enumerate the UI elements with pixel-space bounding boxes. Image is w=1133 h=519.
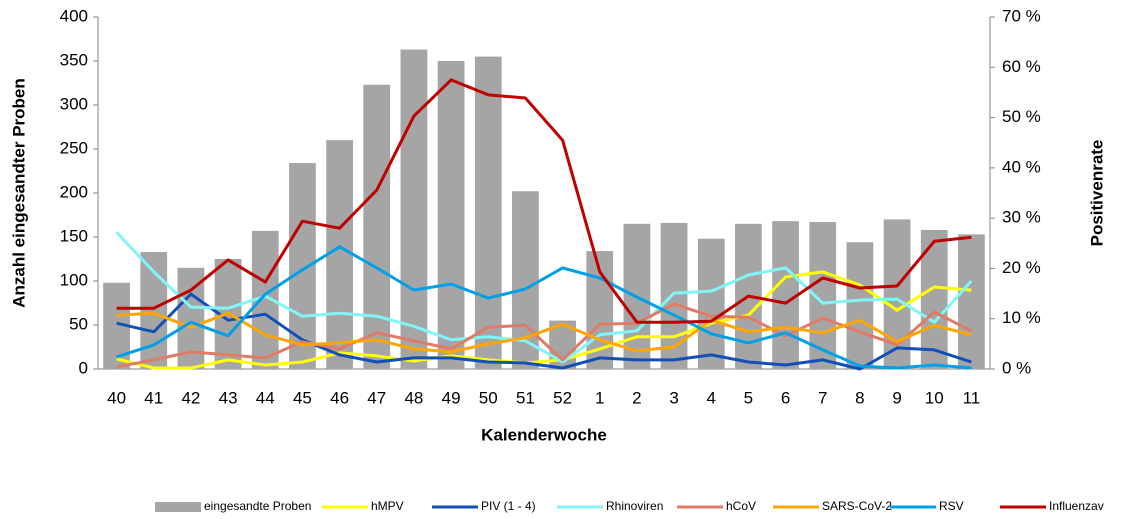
y-tick-label: 400 [60, 6, 88, 25]
y2-tick-label: 20 % [1002, 258, 1041, 277]
bar [363, 84, 391, 369]
bar [140, 251, 168, 369]
bar [326, 140, 353, 369]
line [116, 270, 972, 370]
x-tick-label: 9 [892, 388, 901, 407]
x-tick-label: 8 [855, 388, 864, 407]
x-tick-label: 45 [293, 388, 312, 407]
y-tick-label: 0 [79, 358, 88, 377]
x-tick-label: 6 [781, 388, 790, 407]
y-tick-label: 50 [69, 314, 88, 333]
bar [437, 61, 465, 369]
x-tick-label: 11 [963, 388, 981, 407]
line [116, 302, 973, 369]
x-tick-label: 4 [707, 388, 716, 407]
line [115, 231, 973, 364]
x-tick-label: 3 [669, 388, 678, 407]
x-tick-label: 10 [925, 388, 944, 407]
y2-tick-label: 0 % [1002, 358, 1031, 377]
bar [772, 221, 799, 369]
x-tick-label: 47 [367, 388, 386, 407]
x-tick-label: 48 [404, 388, 423, 407]
legend-swatch [155, 502, 201, 512]
y-tick-label: 350 [60, 50, 88, 69]
bar [697, 238, 725, 369]
x-tick-label: 44 [256, 388, 275, 407]
x-tick-label: 50 [479, 388, 498, 407]
line [116, 245, 972, 370]
y-tick-label: 200 [60, 182, 88, 201]
legend-label: eingesandte Proben [204, 499, 311, 513]
x-axis-label: Kalenderwoche [481, 425, 607, 444]
y-tick-label: 150 [60, 226, 88, 245]
x-tick-label: 2 [632, 388, 641, 407]
x-tick-label: 51 [516, 388, 535, 407]
legend-label: RSV [939, 499, 964, 513]
bar [846, 242, 874, 369]
y2-tick-label: 40 % [1002, 157, 1041, 176]
y2-tick-label: 60 % [1002, 57, 1041, 76]
legend-label: SARS-CoV-2 [822, 499, 892, 513]
legend-label: Rhinoviren [606, 499, 663, 513]
line [116, 78, 972, 324]
x-tick-label: 40 [107, 388, 126, 407]
y2-axis-label: Positivenrate [1087, 140, 1106, 247]
x-tick-label: 7 [818, 388, 827, 407]
y2-tick-label: 50 % [1002, 107, 1041, 126]
y2-tick-label: 30 % [1002, 208, 1041, 227]
legend-label: PIV (1 - 4) [481, 499, 536, 513]
x-tick-label: 1 [595, 388, 604, 407]
y-tick-label: 300 [60, 94, 88, 113]
x-tick-label: 52 [553, 388, 572, 407]
x-tick-label: 5 [744, 388, 753, 407]
legend-label: hMPV [371, 499, 404, 513]
x-tick-label: 41 [144, 388, 163, 407]
bar [660, 222, 688, 369]
legend-label: hCoV [726, 499, 756, 513]
line [116, 311, 972, 354]
x-tick-label: 42 [181, 388, 200, 407]
y-axis-label: Anzahl eingesandter Proben [9, 78, 28, 308]
line [116, 292, 972, 371]
bar [400, 49, 428, 370]
y-tick-label: 100 [60, 270, 88, 289]
y-tick-label: 250 [60, 138, 88, 157]
x-tick-label: 46 [330, 388, 349, 407]
y2-tick-label: 10 % [1002, 308, 1041, 327]
x-tick-label: 43 [219, 388, 238, 407]
y2-tick-label: 70 % [1002, 6, 1041, 25]
legend-label: Influenzav [1049, 499, 1104, 513]
bar [958, 234, 985, 369]
bar [474, 56, 502, 369]
x-tick-label: 49 [442, 388, 461, 407]
